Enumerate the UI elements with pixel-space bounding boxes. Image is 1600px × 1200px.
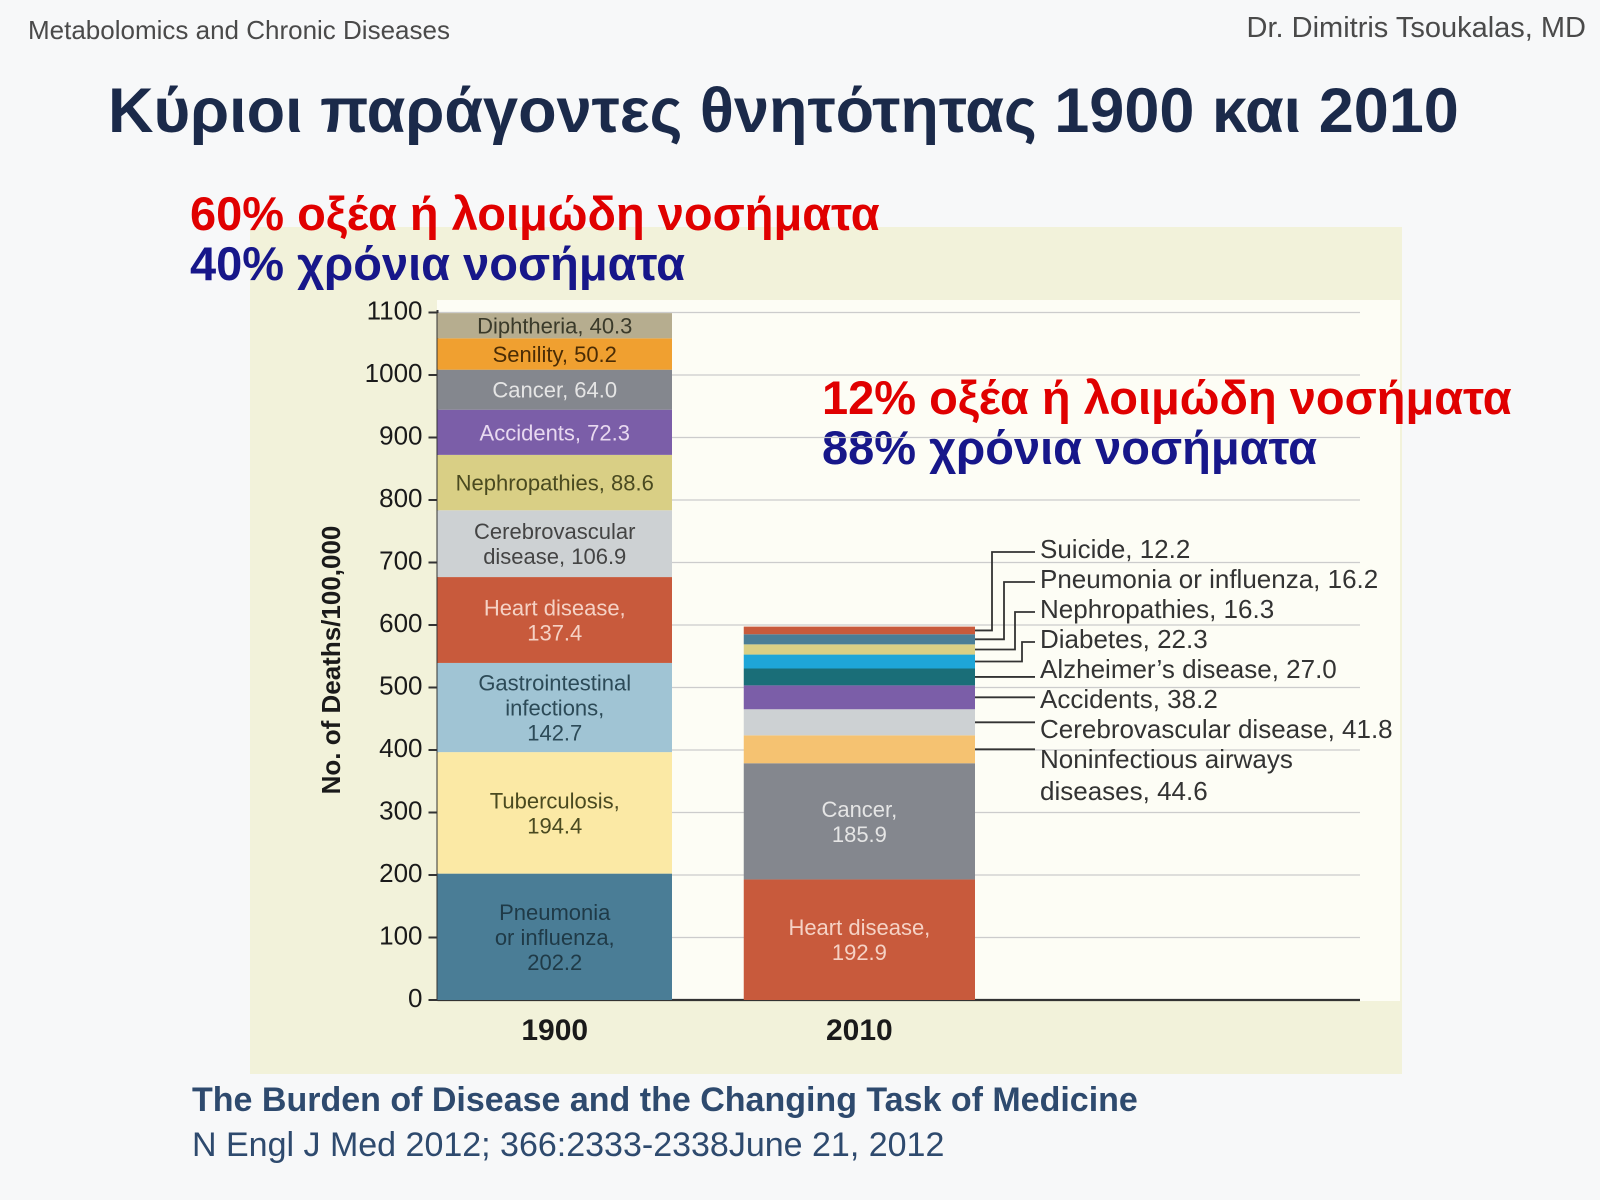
svg-text:100: 100 xyxy=(379,921,422,951)
svg-text:800: 800 xyxy=(379,483,422,513)
svg-text:disease, 106.9: disease, 106.9 xyxy=(483,544,626,569)
svg-text:900: 900 xyxy=(379,421,422,451)
svg-text:Alzheimer’s disease, 27.0: Alzheimer’s disease, 27.0 xyxy=(1040,654,1337,684)
svg-text:142.7: 142.7 xyxy=(527,721,582,746)
svg-text:700: 700 xyxy=(379,546,422,576)
svg-text:Noninfectious airways: Noninfectious airways xyxy=(1040,744,1293,774)
svg-text:infections,: infections, xyxy=(505,696,604,721)
svg-text:Nephropathies, 88.6: Nephropathies, 88.6 xyxy=(456,471,654,496)
svg-text:Diabetes, 22.3: Diabetes, 22.3 xyxy=(1040,624,1208,654)
svg-text:Senility, 50.2: Senility, 50.2 xyxy=(493,342,617,367)
svg-text:300: 300 xyxy=(379,796,422,826)
svg-text:Pneumonia: Pneumonia xyxy=(499,900,611,925)
svg-text:No. of Deaths/100,000: No. of Deaths/100,000 xyxy=(316,526,346,795)
svg-text:137.4: 137.4 xyxy=(527,621,582,646)
svg-text:Accidents, 38.2: Accidents, 38.2 xyxy=(1040,684,1218,714)
svg-text:0: 0 xyxy=(408,983,422,1013)
svg-text:400: 400 xyxy=(379,733,422,763)
svg-text:200: 200 xyxy=(379,858,422,888)
svg-text:Heart disease,: Heart disease, xyxy=(788,915,930,940)
svg-text:1900: 1900 xyxy=(521,1014,588,1047)
svg-text:Cerebrovascular: Cerebrovascular xyxy=(474,519,635,544)
svg-text:Cancer, 64.0: Cancer, 64.0 xyxy=(492,378,617,403)
svg-text:Suicide, 12.2: Suicide, 12.2 xyxy=(1040,534,1190,564)
svg-text:Gastrointestinal: Gastrointestinal xyxy=(478,671,631,696)
svg-text:Pneumonia or influenza, 16.2: Pneumonia or influenza, 16.2 xyxy=(1040,564,1378,594)
svg-text:202.2: 202.2 xyxy=(527,950,582,975)
svg-text:Cerebrovascular disease, 41.8: Cerebrovascular disease, 41.8 xyxy=(1040,714,1393,744)
svg-text:Diphtheria, 40.3: Diphtheria, 40.3 xyxy=(477,314,632,339)
svg-text:Heart disease,: Heart disease, xyxy=(484,596,626,621)
svg-text:185.9: 185.9 xyxy=(832,822,887,847)
svg-text:Accidents, 72.3: Accidents, 72.3 xyxy=(480,420,630,445)
svg-text:600: 600 xyxy=(379,608,422,638)
svg-text:2010: 2010 xyxy=(826,1014,893,1047)
svg-text:diseases, 44.6: diseases, 44.6 xyxy=(1040,776,1208,806)
svg-text:or influenza,: or influenza, xyxy=(495,925,615,950)
svg-text:1100: 1100 xyxy=(367,296,423,326)
svg-text:192.9: 192.9 xyxy=(832,940,887,965)
svg-text:Cancer,: Cancer, xyxy=(821,797,897,822)
svg-text:194.4: 194.4 xyxy=(527,813,582,838)
svg-text:Tuberculosis,: Tuberculosis, xyxy=(490,788,620,813)
svg-text:1000: 1000 xyxy=(365,358,423,388)
svg-text:500: 500 xyxy=(379,671,422,701)
svg-text:Nephropathies, 16.3: Nephropathies, 16.3 xyxy=(1040,594,1274,624)
